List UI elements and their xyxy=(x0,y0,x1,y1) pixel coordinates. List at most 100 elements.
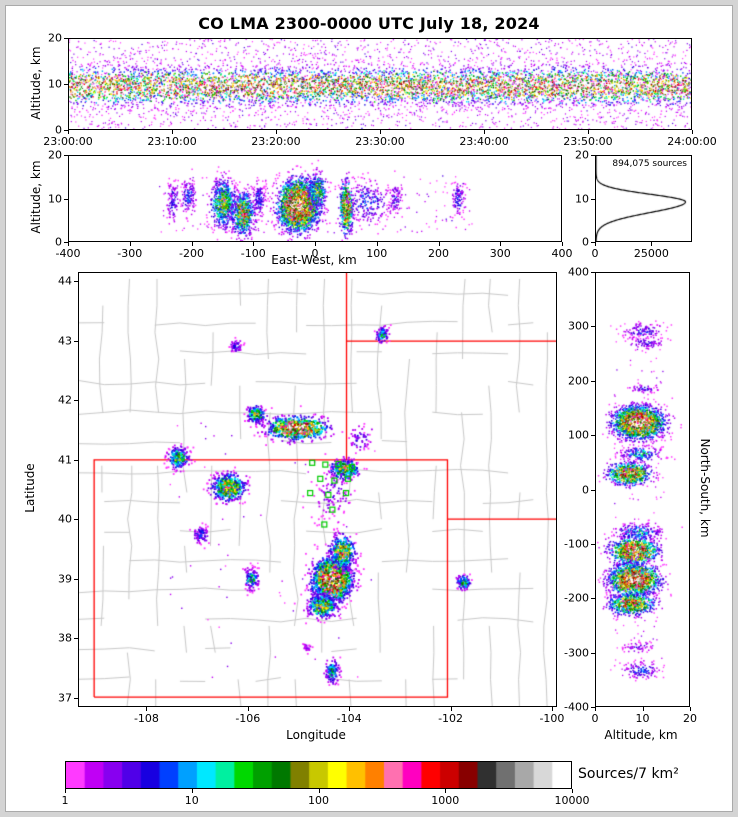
tick-label: 23:30:00 xyxy=(355,135,405,148)
tick-label: 24:00:00 xyxy=(667,135,717,148)
time-height-panel xyxy=(68,38,692,130)
tick-label: 38 xyxy=(58,631,72,645)
tick-label: 40 xyxy=(58,512,72,526)
tick-label: 0 xyxy=(55,235,62,249)
tick-label: 300 xyxy=(489,247,511,260)
tick-mark xyxy=(591,326,595,328)
tick-mark xyxy=(74,638,78,640)
ns-altitude-panel xyxy=(595,272,690,707)
tick-label: 100 xyxy=(568,428,589,442)
tick-mark xyxy=(595,707,596,711)
tick-mark xyxy=(595,242,596,246)
tick-mark xyxy=(450,707,452,711)
tick-mark xyxy=(253,242,255,246)
tick-mark xyxy=(275,130,277,134)
tick-mark xyxy=(349,707,351,711)
tick-mark xyxy=(591,380,595,382)
tick-mark xyxy=(376,242,378,246)
time-height-canvas xyxy=(69,39,691,129)
tick-label: 20 xyxy=(683,712,697,725)
tick-mark xyxy=(315,242,316,246)
tick-label: 23:40:00 xyxy=(459,135,509,148)
tick-label: 100 xyxy=(366,247,388,260)
tick-label: 1000 xyxy=(431,794,460,807)
figure-title: CO LMA 2300-0000 UTC July 18, 2024 xyxy=(198,14,540,33)
map-ylabel: Latitude xyxy=(23,463,37,513)
tick-mark xyxy=(74,340,78,342)
tick-label: 0 xyxy=(311,247,319,260)
tick-mark xyxy=(64,198,68,200)
tick-label: -108 xyxy=(133,712,159,725)
ew-altitude-xlabel: East-West, km xyxy=(271,253,357,267)
tick-mark xyxy=(68,130,69,134)
tick-mark xyxy=(191,242,193,246)
tick-mark xyxy=(380,130,381,134)
tick-mark xyxy=(690,707,691,711)
tick-mark xyxy=(64,242,68,243)
tick-mark xyxy=(692,130,693,134)
tick-mark xyxy=(247,707,249,711)
tick-label: 10 xyxy=(48,192,62,205)
tick-mark xyxy=(572,789,573,793)
tick-label: -200 xyxy=(179,247,204,260)
tick-label: 0 xyxy=(591,712,599,725)
lma-figure: CO LMA 2300-0000 UTC July 18, 2024 Altit… xyxy=(6,6,732,811)
ns-altitude-xlabel: Altitude, km xyxy=(604,728,678,742)
tick-mark xyxy=(65,789,66,793)
colorbar xyxy=(65,761,572,789)
tick-label: 10 xyxy=(184,794,199,807)
tick-mark xyxy=(172,130,174,134)
tick-mark xyxy=(651,242,653,246)
tick-label: 10000 xyxy=(554,794,590,807)
tick-mark xyxy=(642,707,644,711)
tick-label: -300 xyxy=(117,247,143,260)
tick-mark xyxy=(551,707,553,711)
tick-label: 23:10:00 xyxy=(147,135,197,148)
tick-label: 0 xyxy=(582,235,589,249)
tick-label: 41 xyxy=(58,453,72,467)
tick-label: 20 xyxy=(48,148,62,162)
tick-label: 200 xyxy=(428,247,449,260)
tick-label: -300 xyxy=(564,646,589,660)
tick-label: -100 xyxy=(539,712,565,725)
tick-label: 20 xyxy=(48,31,62,45)
ew-altitude-panel xyxy=(68,155,562,242)
tick-mark xyxy=(445,789,447,793)
ns-altitude-ylabel: North-South, km xyxy=(698,438,712,538)
tick-mark xyxy=(591,489,595,491)
tick-label: -400 xyxy=(564,700,589,714)
tick-label: -100 xyxy=(240,247,266,260)
tick-mark xyxy=(591,652,595,654)
plan-view-map-panel xyxy=(78,272,557,707)
tick-mark xyxy=(74,698,78,700)
tick-mark xyxy=(562,242,563,246)
tick-label: -104 xyxy=(336,712,362,725)
tick-label: -200 xyxy=(564,591,589,605)
tick-label: 100 xyxy=(308,794,329,807)
ns-altitude-canvas xyxy=(596,273,689,706)
ew-altitude-ylabel: Altitude, km xyxy=(29,160,43,234)
map-xlabel: Longitude xyxy=(286,728,346,742)
plan-view-map-canvas xyxy=(79,273,556,706)
tick-mark xyxy=(74,459,78,461)
colorbar-label: Sources/7 km² xyxy=(578,766,679,782)
tick-label: 0 xyxy=(591,247,599,260)
tick-mark xyxy=(587,130,589,134)
tick-label: 44 xyxy=(58,274,72,288)
tick-mark xyxy=(64,38,68,39)
tick-label: 400 xyxy=(568,265,589,279)
tick-label: 1 xyxy=(61,794,69,807)
tick-mark xyxy=(591,707,595,708)
tick-label: 20 xyxy=(575,148,589,162)
tick-mark xyxy=(591,543,595,545)
tick-label: 23:50:00 xyxy=(563,135,613,148)
ew-altitude-canvas xyxy=(69,156,561,241)
tick-mark xyxy=(74,280,78,282)
tick-mark xyxy=(74,519,78,521)
total-sources-label: 894,075 sources xyxy=(612,159,687,169)
tick-label: 10 xyxy=(575,192,589,205)
tick-label: 39 xyxy=(58,572,72,586)
tick-mark xyxy=(129,242,131,246)
tick-mark xyxy=(500,242,502,246)
tick-mark xyxy=(484,130,486,134)
